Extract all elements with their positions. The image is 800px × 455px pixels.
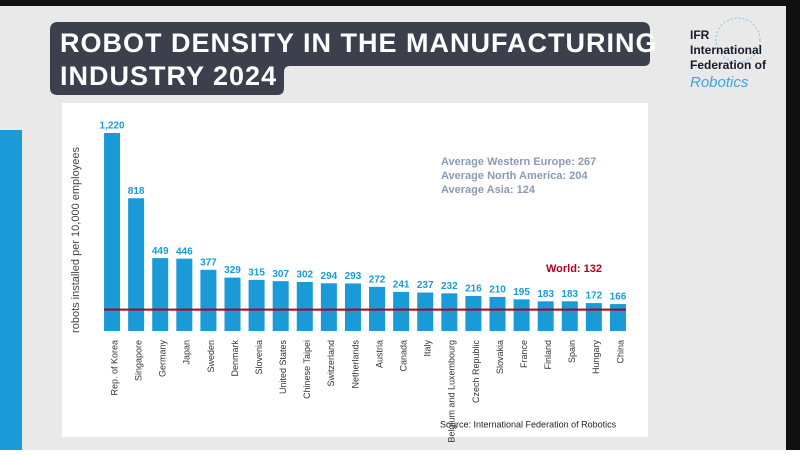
- bar: [344, 283, 361, 331]
- bar: [320, 283, 337, 331]
- bar: [609, 304, 626, 331]
- logo: IFR International Federation of Robotics: [690, 17, 767, 91]
- x-tick-label: United States: [278, 340, 288, 395]
- x-tick-label: Netherlands: [350, 340, 360, 389]
- bar: [248, 279, 265, 331]
- data-label: 272: [369, 274, 386, 285]
- x-tick-label: Finland: [543, 340, 553, 370]
- x-tick-label: Sweden: [206, 340, 216, 373]
- data-label: 293: [345, 271, 362, 282]
- data-label: 329: [224, 265, 241, 276]
- data-label: 166: [610, 292, 627, 303]
- x-tick-label: Singapore: [134, 340, 144, 381]
- data-label: 195: [513, 287, 530, 298]
- annotation: Average Asia: 124: [441, 184, 536, 196]
- x-tick-label: Slovakia: [495, 340, 505, 374]
- data-label: 216: [465, 284, 482, 295]
- data-label: 307: [272, 269, 289, 280]
- bar: [176, 258, 193, 331]
- bar: [128, 198, 145, 331]
- logo-text: Federation of: [690, 58, 767, 72]
- data-label: 183: [537, 289, 554, 300]
- data-label: 302: [296, 270, 313, 281]
- x-tick-label: Spain: [567, 340, 577, 363]
- bar: [152, 258, 169, 331]
- bar: [200, 269, 217, 331]
- data-label: 446: [176, 246, 193, 257]
- title-line: ROBOT DENSITY IN THE MANUFACTURING: [60, 28, 658, 58]
- logo-globe: [715, 17, 761, 63]
- bar: [393, 291, 410, 331]
- x-tick-label: Rep. of Korea: [109, 340, 119, 396]
- x-tick-label: France: [519, 340, 529, 368]
- data-label: 172: [586, 291, 603, 302]
- data-label: 183: [561, 289, 578, 300]
- x-tick-label: Japan: [182, 340, 192, 365]
- bar: [513, 299, 530, 331]
- bar: [104, 133, 121, 331]
- bar: [224, 277, 241, 331]
- data-label: 232: [441, 281, 458, 292]
- bar: [489, 296, 506, 331]
- bar: [585, 303, 602, 331]
- bar: [561, 301, 578, 331]
- logo-text: International: [690, 43, 762, 57]
- title-box: [50, 22, 650, 95]
- logo-text: IFR: [690, 28, 710, 42]
- data-label: 294: [321, 271, 338, 282]
- x-tick-label: China: [615, 340, 625, 364]
- side-strip: [0, 130, 22, 450]
- x-tick-label: Belgium and Luxembourg: [447, 340, 457, 443]
- reference-label: World: 132: [546, 263, 602, 275]
- data-label: 237: [417, 280, 434, 291]
- annotation: Average Western Europe: 267: [441, 156, 596, 168]
- x-tick-label: Germany: [158, 340, 168, 378]
- x-tick-label: Italy: [423, 340, 433, 357]
- data-label: 315: [248, 268, 265, 279]
- bar: [296, 281, 313, 331]
- data-label: 1,220: [100, 121, 125, 132]
- annotation: Average North America: 204: [441, 170, 588, 182]
- x-tick-label: Canada: [399, 340, 409, 372]
- data-label: 818: [128, 186, 145, 197]
- y-axis-label: robots installed per 10,000 employees: [70, 147, 82, 333]
- x-tick-label: Austria: [374, 340, 384, 368]
- x-tick-label: Czech Republic: [471, 340, 481, 404]
- title-line: INDUSTRY 2024: [60, 61, 277, 91]
- bar: [465, 295, 482, 331]
- x-tick-label: Slovenia: [254, 340, 264, 375]
- data-label: 377: [200, 257, 217, 268]
- x-tick-label: Denmark: [230, 340, 240, 377]
- x-tick-label: Hungary: [591, 340, 601, 375]
- source: Source: International Federation of Robo…: [440, 419, 617, 429]
- bar: [441, 293, 458, 331]
- data-label: 241: [393, 280, 410, 291]
- bar: [272, 281, 289, 331]
- logo-script: Robotics: [690, 74, 749, 91]
- data-label: 449: [152, 246, 169, 257]
- bar: [537, 301, 554, 331]
- x-tick-label: Switzerland: [326, 340, 336, 387]
- bar: [417, 292, 434, 331]
- data-label: 210: [489, 285, 506, 296]
- x-tick-label: Chinese Taipei: [302, 340, 312, 399]
